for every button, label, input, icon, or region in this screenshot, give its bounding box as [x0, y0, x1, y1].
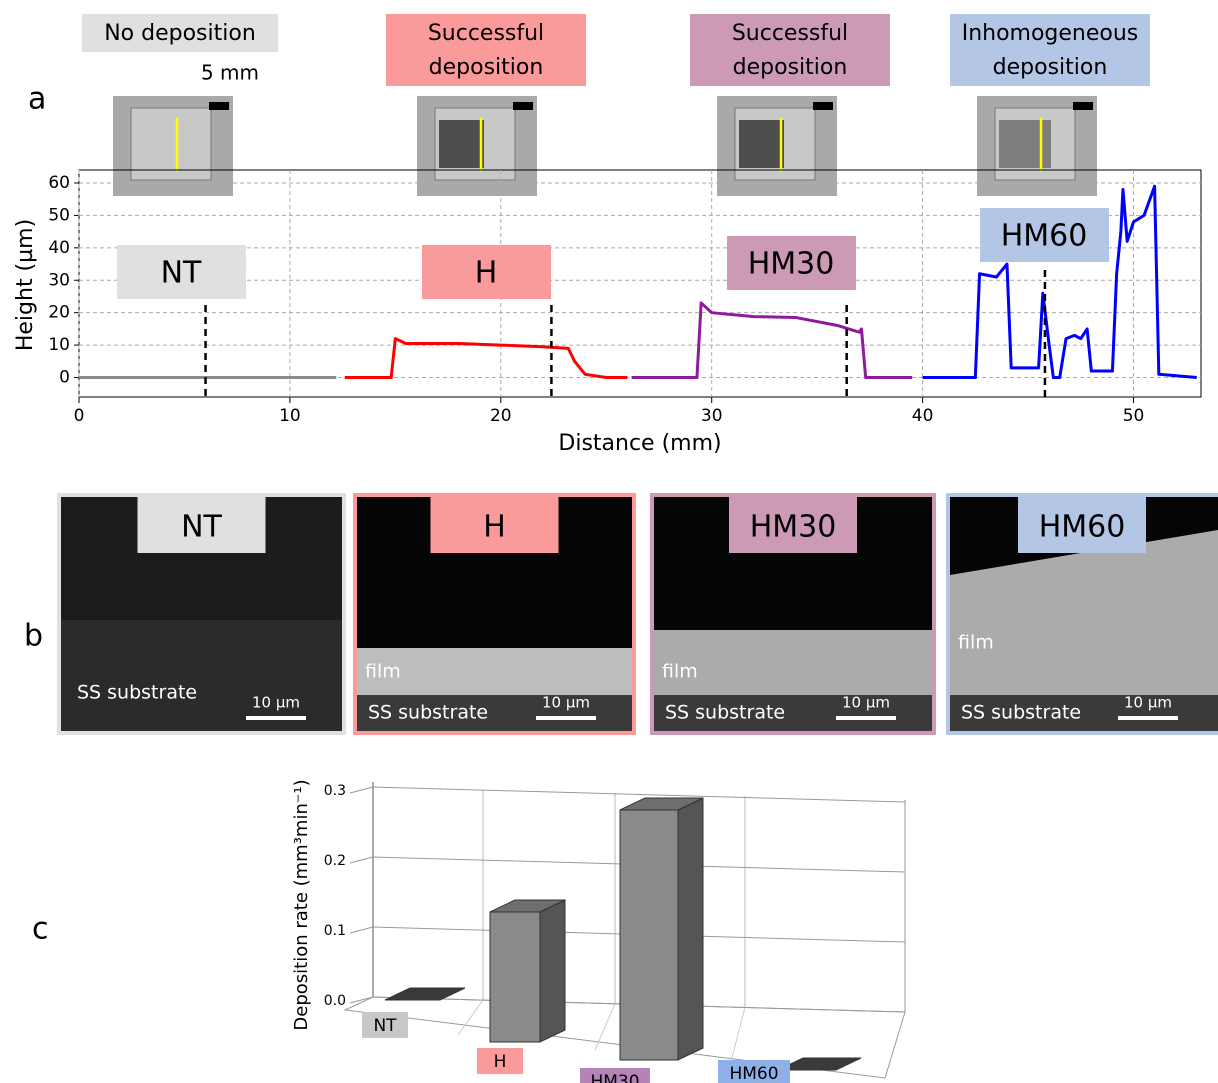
profile-line — [345, 339, 628, 378]
floor-line — [730, 1007, 745, 1065]
grid-line — [350, 787, 373, 793]
sem-name: HM60 — [1039, 510, 1126, 545]
y-tick-label: 20 — [48, 303, 70, 323]
scale-bar-label: 10 µm — [1124, 694, 1172, 712]
photo-film — [999, 120, 1051, 168]
y-tick-label: 60 — [48, 173, 70, 193]
photo-plate — [131, 108, 211, 180]
substrate-label: SS substrate — [368, 702, 488, 724]
x-tick-label: 10 — [279, 406, 301, 426]
y-tick-label: 50 — [48, 205, 70, 225]
y-tick-label: 10 — [48, 335, 70, 355]
panel-label: a — [28, 82, 46, 117]
substrate-label: SS substrate — [961, 702, 1081, 724]
y-tick-label: 40 — [48, 238, 70, 258]
y-tick-label: 0.1 — [324, 923, 346, 939]
x-tick-label: NT — [373, 1016, 397, 1036]
film-label: film — [958, 632, 994, 654]
film-label: film — [662, 661, 698, 683]
series-label: HM60 — [1001, 219, 1088, 254]
bar-front — [620, 810, 678, 1060]
x-tick-label: 20 — [490, 406, 512, 426]
status-text: No deposition — [104, 21, 256, 46]
figure: a b c No deposition Successful deposition Succ… — [0, 0, 1218, 1083]
y-tick-label: 0.3 — [324, 783, 346, 799]
substrate-label: SS substrate — [77, 682, 197, 704]
photo-scale — [813, 102, 833, 110]
series-label: HM30 — [748, 247, 835, 282]
grid-line — [350, 927, 373, 933]
photo-film — [439, 120, 484, 168]
plot-frame — [79, 170, 1201, 397]
y-axis-label: Deposition rate (mm³min⁻¹) — [291, 779, 312, 1030]
y-tick-label: 0.2 — [324, 853, 346, 869]
x-tick-label: 0 — [74, 406, 85, 426]
bar-top — [778, 1058, 861, 1070]
y-axis-label: Height (µm) — [13, 219, 38, 351]
status-text: Successful — [732, 21, 848, 46]
profile-line — [632, 303, 913, 378]
series-label: H — [475, 256, 498, 291]
status-text: Inhomogeneous — [962, 21, 1139, 46]
bar-side — [540, 900, 565, 1042]
film-label: film — [365, 661, 401, 683]
status-text: Successful — [428, 21, 544, 46]
status-text: deposition — [733, 55, 848, 80]
sem-substrate — [61, 620, 342, 731]
scale-bar-label: 10 µm — [252, 694, 300, 712]
photo-scale — [1073, 102, 1093, 110]
x-tick-label: HM30 — [590, 1072, 639, 1083]
x-tick-label: HM60 — [729, 1064, 778, 1083]
substrate-label: SS substrate — [665, 702, 785, 724]
photo-scale — [513, 102, 533, 110]
x-tick-label: 30 — [701, 406, 723, 426]
photo-film — [739, 120, 784, 168]
y-tick-label: 0.0 — [324, 993, 346, 1009]
floor-line — [458, 1000, 483, 1035]
grid-line — [350, 857, 373, 863]
scale-bar-label: 10 µm — [842, 694, 890, 712]
sem-name: H — [483, 510, 506, 545]
series-label: NT — [161, 256, 202, 291]
sem-name: HM30 — [750, 510, 837, 545]
panel-label: b — [24, 619, 43, 654]
y-tick-label: 30 — [48, 270, 70, 290]
status-text: deposition — [429, 55, 544, 80]
bar-top — [385, 988, 465, 1000]
panel-label: c — [32, 912, 49, 947]
bar-front — [490, 912, 540, 1042]
grid-line — [373, 787, 905, 802]
photo-scale-label: 5 mm — [201, 61, 259, 85]
x-axis-label: Distance (mm) — [558, 431, 721, 456]
bar-side — [678, 798, 703, 1060]
x-tick-label: H — [494, 1052, 507, 1072]
scale-bar-label: 10 µm — [542, 694, 590, 712]
sem-name: NT — [181, 510, 222, 545]
y-tick-label: 0 — [59, 368, 70, 388]
photo-scale — [209, 102, 229, 110]
x-tick-label: 40 — [912, 406, 934, 426]
x-tick-label: 50 — [1123, 406, 1145, 426]
status-text: deposition — [993, 55, 1108, 80]
